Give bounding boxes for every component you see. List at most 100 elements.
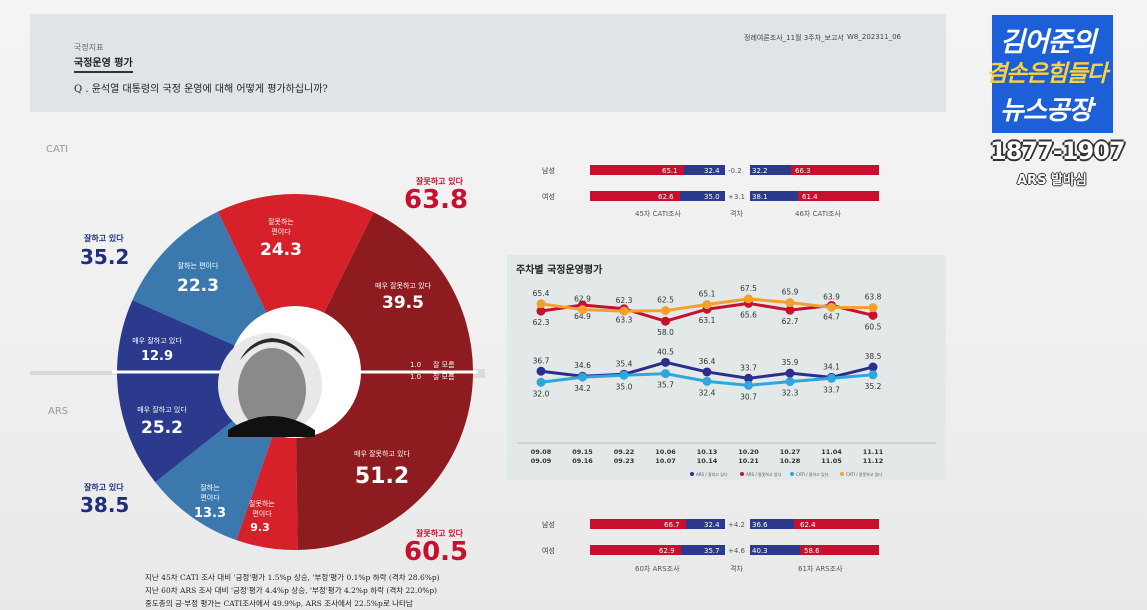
x-tick-2-1: 09.23 xyxy=(614,457,635,465)
point-s0-0 xyxy=(536,366,546,376)
data-label-s0-2: 35.4 xyxy=(616,359,633,368)
ars-female-prev-pos-bar xyxy=(681,545,725,555)
logo-line1: 김어준의 xyxy=(1000,27,1096,58)
data-label-s1-8: 60.5 xyxy=(865,322,882,331)
ars-female-cur-pos: 40.3 xyxy=(752,547,768,555)
point-s2-5 xyxy=(744,380,753,390)
ars-slice4-value: 51.2 xyxy=(355,464,409,489)
x-tick-1-1: 09.16 xyxy=(572,457,593,465)
cati-male-cur-neg: 66.3 xyxy=(795,167,811,175)
report-name: 정례여론조사_11월 3주차_보고서 xyxy=(744,34,844,42)
weekly-chart-title: 주차별 국정운영평가 xyxy=(516,265,603,276)
point-s3-8 xyxy=(868,303,878,313)
legend-swatch-3 xyxy=(840,472,844,476)
cati-male-diff: -0.2 xyxy=(728,167,742,175)
point-s0-4 xyxy=(702,367,712,377)
ars-male-cur-neg-bar xyxy=(794,519,879,529)
data-label-s1-2: 63.3 xyxy=(616,316,633,325)
x-tick-1-0: 09.15 xyxy=(572,448,593,456)
legend-label-2: CATI / 잘하고 있다 xyxy=(796,471,829,477)
data-label-s3-6: 65.9 xyxy=(782,288,799,297)
point-s2-1 xyxy=(578,372,587,382)
legend-swatch-2 xyxy=(790,472,794,476)
x-tick-2-0: 09.22 xyxy=(614,448,635,456)
data-label-s2-0: 32.0 xyxy=(533,389,550,398)
cati-female-prev-neg-bar xyxy=(590,191,680,201)
data-label-s2-5: 30.7 xyxy=(740,392,757,401)
survey-question: Q . 윤석열 대통령의 국정 운영에 대해 어떻게 평가하십니까? xyxy=(74,84,328,95)
point-s3-0 xyxy=(536,299,546,309)
data-label-s2-3: 35.7 xyxy=(657,381,674,390)
cati-negative-value: 63.8 xyxy=(404,185,469,215)
logo-subtitle: ARS 발바심 xyxy=(1017,173,1087,188)
ars-male-prev-pos: 32.4 xyxy=(704,521,720,529)
ars-female-cur-neg-bar xyxy=(800,545,879,555)
cati-dk-label: 잘 모름 xyxy=(433,361,455,369)
point-s2-2 xyxy=(619,370,629,380)
data-label-s1-7: 64.7 xyxy=(823,312,840,321)
divider-left xyxy=(30,371,130,375)
cati-female-cur-neg-bar xyxy=(798,191,879,201)
cati-male-prev-pos: 32.4 xyxy=(704,167,720,175)
x-tick-6-1: 10.28 xyxy=(780,457,801,465)
ars-male-label: 남성 xyxy=(542,520,555,529)
cati-male-prev-neg: 65.1 xyxy=(662,167,678,175)
point-s3-5 xyxy=(744,294,753,304)
point-s3-1 xyxy=(578,305,587,315)
point-s0-6 xyxy=(785,368,795,378)
cati-diff-label: 격차 xyxy=(730,209,743,218)
ars-male-prev-pos-bar xyxy=(686,519,725,529)
chart-legend: ARS / 잘하고 있다 ARS / 잘못하고 있다 CATI / 잘하고 있다 CA… xyxy=(690,471,882,477)
x-tick-0-1: 09.09 xyxy=(531,457,552,465)
x-tick-0-0: 09.08 xyxy=(531,448,552,456)
ars-label: ARS xyxy=(48,406,69,417)
series-group: 36.7 34.6 35.4 40.5 36.4 33.7 35.9 34.1 38.5 62.3… xyxy=(533,284,882,401)
data-label-s3-7: 63.9 xyxy=(823,292,840,301)
point-s1-3 xyxy=(661,316,670,326)
data-label-s0-6: 35.9 xyxy=(782,358,799,367)
ars-female-prev-neg: 62.9 xyxy=(659,547,675,555)
cati-slice2-label: 매우 잘하고 있다 xyxy=(132,336,182,345)
data-label-s1-6: 62.7 xyxy=(782,317,799,326)
point-s0-8 xyxy=(868,362,878,372)
point-s3-4 xyxy=(702,300,712,310)
footnote-3: 중도층의 긍·부정 평가는 CATI조사에서 49.9%p, ARS 조사에서 … xyxy=(145,599,413,608)
data-label-s1-1: 64.9 xyxy=(574,312,591,321)
ars-male-cur-pos-bar xyxy=(750,519,794,529)
data-label-s2-8: 35.2 xyxy=(865,382,882,391)
data-label-s3-2: 62.3 xyxy=(616,296,633,305)
cati-male-cur-neg-bar xyxy=(791,165,879,175)
cati-dk-value: 1.0 xyxy=(410,361,421,369)
cati-female-cur-pos: 38.1 xyxy=(752,193,768,201)
cati-negative-label: 잘못하고 있다 xyxy=(416,177,463,186)
point-s3-3 xyxy=(661,306,670,316)
ars-prev-survey-label: 60차 ARS조사 xyxy=(635,564,680,573)
header-panel xyxy=(30,14,946,112)
header-category: 국정지표 xyxy=(74,43,104,52)
cati-slice3-label1: 잘못하는 xyxy=(268,217,294,226)
ars-male-prev-neg: 66.7 xyxy=(664,521,680,529)
data-label-s2-2: 35.0 xyxy=(616,382,633,391)
gender-ars-chart: 남성 66.7 32.4 +4.2 36.6 62.4 여성 62.9 35.7… xyxy=(542,519,879,573)
donut-chart: 잘하는 편이다 22.3 매우 잘하고 있다 12.9 잘못하는 편이다 24.… xyxy=(112,193,478,551)
ars-dk-label: 잘 모름 xyxy=(433,373,455,381)
ars-diff-label: 격차 xyxy=(730,564,743,573)
cati-slice4-label: 매우 잘못하고 있다 xyxy=(375,281,432,290)
cati-female-cur-neg: 61.4 xyxy=(802,193,818,201)
point-s2-7 xyxy=(827,373,836,383)
ars-positive-label: 잘하고 있다 xyxy=(84,483,124,492)
data-label-s3-4: 65.1 xyxy=(699,290,716,299)
legend-swatch-1 xyxy=(740,472,744,476)
cati-female-cur-pos-bar xyxy=(750,191,798,201)
point-s3-2 xyxy=(619,306,629,316)
cati-cur-survey-label: 46차 CATI조사 xyxy=(795,209,841,218)
x-tick-6-0: 10.27 xyxy=(780,448,801,456)
logo-line3: 뉴스공장 xyxy=(1000,96,1093,126)
data-label-s2-1: 34.2 xyxy=(574,384,591,393)
cati-male-cur-pos-bar xyxy=(750,165,791,175)
footnote-1: 지난 45차 CATI 조사 대비 '긍정'평가 1.5%p 상승, '부정'평… xyxy=(145,573,440,582)
cati-male-prev-pos-bar xyxy=(684,165,725,175)
point-s0-5 xyxy=(744,373,753,383)
ars-male-diff: +4.2 xyxy=(728,521,745,529)
point-s3-7 xyxy=(827,302,836,312)
